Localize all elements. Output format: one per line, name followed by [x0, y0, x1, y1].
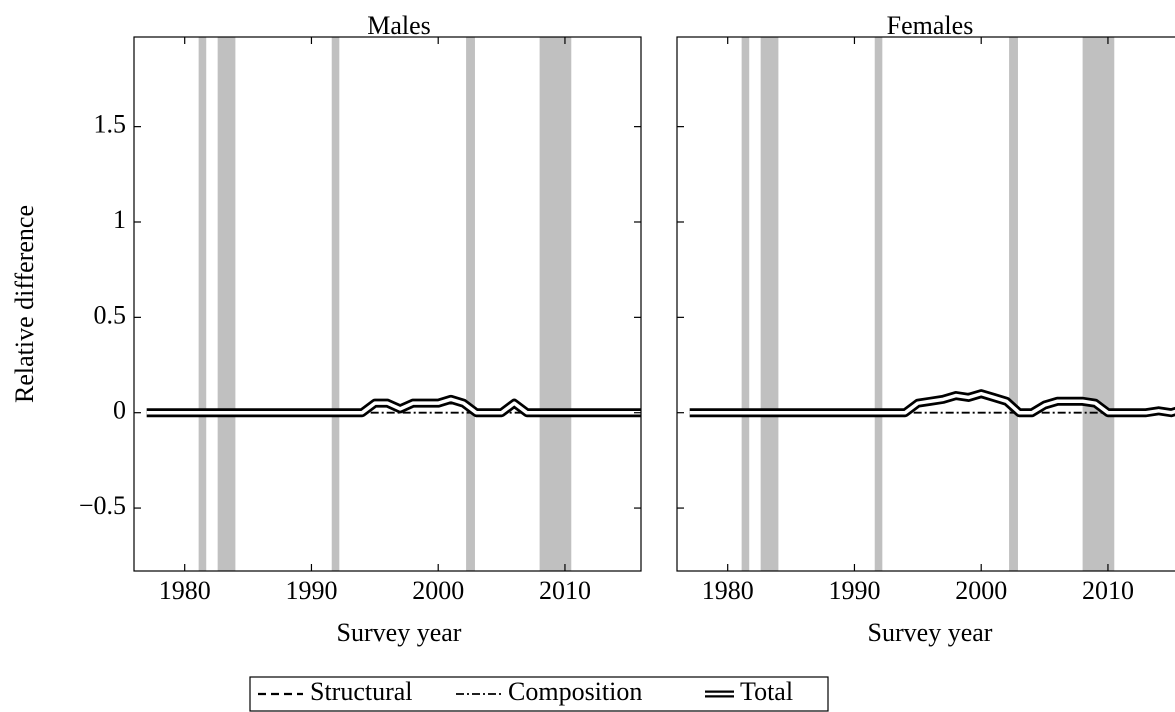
shaded-period — [1082, 37, 1115, 571]
shaded-period — [760, 37, 779, 571]
legend-label: Composition — [508, 677, 642, 706]
shaded-period — [217, 37, 236, 571]
series-line — [146, 397, 641, 415]
y-axis-label: Relative difference — [10, 205, 39, 403]
shaded-period — [874, 37, 883, 571]
panel-title: Males — [367, 11, 431, 40]
y-tick-label: −0.5 — [79, 491, 126, 520]
y-tick-label: 1 — [113, 205, 126, 234]
x-tick-label: 1990 — [285, 576, 337, 605]
x-tick-label: 1980 — [159, 576, 211, 605]
x-tick-label: 1990 — [828, 576, 880, 605]
x-tick-label: 2010 — [1082, 576, 1134, 605]
x-tick-label: 2000 — [955, 576, 1007, 605]
legend-label: Total — [740, 677, 793, 706]
shaded-period — [1009, 37, 1018, 571]
x-axis-label: Survey year — [337, 618, 462, 647]
shaded-period — [741, 37, 750, 571]
shaded-period — [539, 37, 572, 571]
series-line — [689, 391, 1175, 415]
shaded-period — [331, 37, 340, 571]
x-axis-label: Survey year — [868, 618, 993, 647]
panel-title: Females — [887, 11, 974, 40]
x-tick-label: 2000 — [412, 576, 464, 605]
y-tick-label: 1.5 — [94, 110, 127, 139]
x-tick-label: 1980 — [702, 576, 754, 605]
legend-label: Structural — [310, 677, 413, 706]
plot-frame — [676, 36, 1175, 572]
shaded-period — [198, 37, 207, 571]
x-tick-label: 2010 — [539, 576, 591, 605]
plot-frame — [133, 36, 642, 572]
y-tick-label: 0.5 — [94, 300, 127, 329]
shaded-period — [466, 37, 475, 571]
y-tick-label: 0 — [113, 396, 126, 425]
